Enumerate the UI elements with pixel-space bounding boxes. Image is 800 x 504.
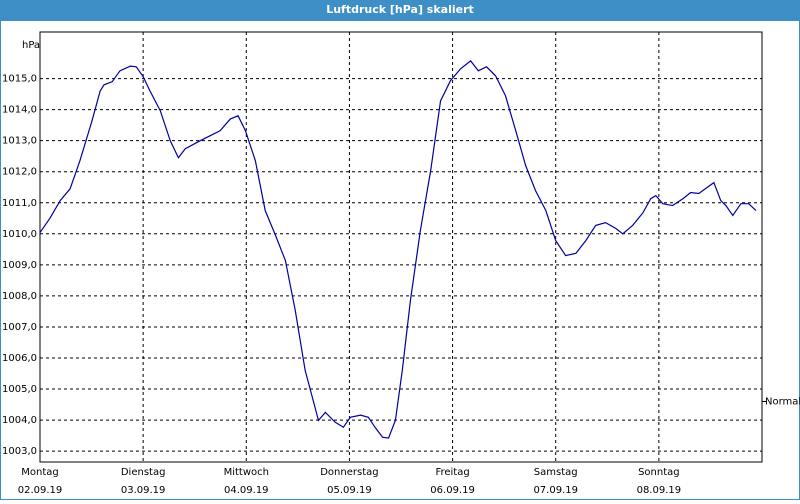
x-tick-date: 07.09.19 xyxy=(533,485,578,496)
x-tick-date: 05.09.19 xyxy=(327,485,372,496)
y-tick-label: 1010,0 xyxy=(2,229,37,240)
x-tick-label: Donnerstag xyxy=(320,467,378,478)
x-tick-label: Dienstag xyxy=(121,467,166,478)
window-border xyxy=(0,20,800,500)
x-tick-label: Sonntag xyxy=(638,467,680,478)
x-tick-label: Montag xyxy=(21,467,58,478)
x-tick-date: 03.09.19 xyxy=(121,485,166,496)
y-axis-label: hPa xyxy=(22,40,40,51)
y-tick-label: 1008,0 xyxy=(2,291,37,302)
y-tick-label: 1014,0 xyxy=(2,105,37,116)
y-tick-label: 1015,0 xyxy=(2,74,37,85)
y-tick-label: 1007,0 xyxy=(2,322,37,333)
y-tick-label: 1012,0 xyxy=(2,167,37,178)
x-tick-date: 06.09.19 xyxy=(430,485,475,496)
y-tick-label: 1009,0 xyxy=(2,260,37,271)
y-tick-label: 1004,0 xyxy=(2,415,37,426)
y-tick-label: 1013,0 xyxy=(2,136,37,147)
x-tick-date: 04.09.19 xyxy=(224,485,269,496)
data-line xyxy=(39,60,757,439)
x-tick-label: Samstag xyxy=(534,467,578,478)
x-tick-date: 02.09.19 xyxy=(18,485,63,496)
chart-title: Luftdruck [hPa] skaliert xyxy=(326,3,474,16)
x-tick-label: Freitag xyxy=(435,467,469,478)
x-tick-date: 08.09.19 xyxy=(637,485,682,496)
x-tick-label: Mittwoch xyxy=(224,467,269,478)
y-tick-label: 1003,0 xyxy=(2,446,37,457)
reference-label: Normal xyxy=(765,396,800,407)
y-tick-label: 1005,0 xyxy=(2,384,37,395)
y-tick-label: 1011,0 xyxy=(2,198,37,209)
plot-border xyxy=(39,31,763,463)
title-bar xyxy=(0,0,800,20)
y-tick-label: 1006,0 xyxy=(2,353,37,364)
